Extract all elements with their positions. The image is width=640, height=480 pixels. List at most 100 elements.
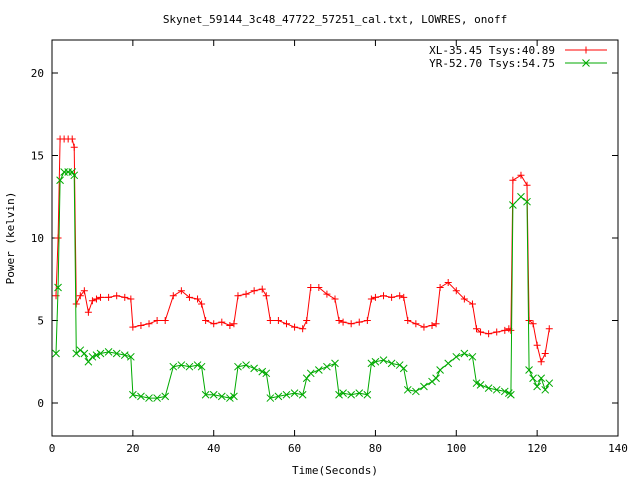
data-point <box>72 300 80 308</box>
data-point <box>452 352 461 361</box>
data-point <box>428 377 436 386</box>
data-point <box>428 321 436 329</box>
data-point <box>460 295 468 303</box>
data-point <box>387 359 396 368</box>
series-1 <box>52 135 553 366</box>
data-point <box>202 317 210 324</box>
data-point <box>218 318 226 326</box>
y-tick-label: 20 <box>31 67 44 80</box>
data-point <box>84 357 93 366</box>
x-tick-label: 100 <box>446 442 466 455</box>
chart-title: Skynet_59144_3c48_47722_57251_cal.txt, L… <box>163 13 507 26</box>
data-point <box>84 308 92 316</box>
y-tick-label: 0 <box>37 397 44 410</box>
data-point <box>217 392 226 401</box>
data-point <box>291 323 299 331</box>
x-tick-label: 120 <box>527 442 547 455</box>
data-point <box>314 366 323 374</box>
data-point <box>226 321 234 329</box>
data-point <box>80 349 89 358</box>
data-point <box>517 171 525 179</box>
legend-label: XL-35.45 Tsys:40.89 <box>429 44 555 57</box>
legend-swatch-marker <box>582 46 590 54</box>
data-point <box>177 361 186 369</box>
data-point <box>363 317 371 324</box>
data-point <box>169 362 178 371</box>
data-point <box>432 320 440 328</box>
data-point <box>299 325 307 333</box>
data-point <box>290 389 299 397</box>
data-point <box>242 290 250 298</box>
data-point <box>113 292 121 300</box>
data-point <box>355 389 364 397</box>
data-point <box>492 385 501 394</box>
data-point <box>126 352 135 361</box>
data-point <box>509 176 517 184</box>
data-point <box>242 361 250 369</box>
data-point <box>335 390 343 399</box>
data-point <box>298 390 307 399</box>
data-point <box>331 359 339 368</box>
data-point <box>52 349 60 358</box>
data-point <box>517 192 525 201</box>
data-point <box>436 366 444 374</box>
data-point <box>169 292 177 300</box>
data-point <box>262 292 270 300</box>
data-point <box>477 328 485 336</box>
data-point <box>339 389 347 397</box>
data-point <box>335 317 343 324</box>
data-point <box>88 297 96 305</box>
data-point <box>76 346 85 355</box>
data-point <box>533 341 541 349</box>
data-point <box>209 390 218 399</box>
data-point <box>541 385 550 394</box>
data-point <box>153 317 161 324</box>
data-point <box>379 356 388 364</box>
data-point <box>380 292 388 300</box>
data-point <box>250 364 258 373</box>
data-point <box>323 362 331 371</box>
data-point <box>436 284 444 291</box>
data-point <box>258 285 266 293</box>
data-point <box>444 279 452 287</box>
x-tick-label: 20 <box>126 442 139 455</box>
data-point <box>420 323 428 331</box>
data-point <box>432 374 440 383</box>
data-point <box>127 295 135 303</box>
data-point <box>70 171 79 180</box>
data-point <box>395 361 404 369</box>
data-point <box>472 379 481 388</box>
data-point <box>197 362 206 371</box>
data-point <box>404 317 412 324</box>
data-point <box>105 293 113 301</box>
data-point <box>137 321 145 329</box>
data-point <box>388 293 396 301</box>
data-point <box>80 287 88 295</box>
data-point <box>485 330 493 338</box>
data-point <box>476 380 485 389</box>
data-point <box>500 387 509 396</box>
data-point <box>193 361 202 369</box>
data-point <box>266 317 274 324</box>
data-point <box>129 323 137 331</box>
y-axis-label: Power (kelvin) <box>4 192 17 285</box>
data-point <box>250 287 258 295</box>
data-point <box>493 328 501 336</box>
data-point <box>185 293 193 301</box>
data-point <box>52 292 60 300</box>
data-point <box>367 359 376 368</box>
data-point <box>120 351 129 360</box>
data-point <box>96 349 105 358</box>
data-point <box>201 390 210 399</box>
x-tick-label: 60 <box>288 442 301 455</box>
data-point <box>307 284 315 291</box>
data-point <box>347 390 356 399</box>
data-point <box>363 390 372 399</box>
data-point <box>537 358 545 366</box>
series-line <box>55 171 550 399</box>
x-tick-label: 40 <box>207 442 220 455</box>
legend-swatch-marker <box>582 59 590 67</box>
data-point <box>262 369 271 378</box>
data-point <box>371 357 380 366</box>
